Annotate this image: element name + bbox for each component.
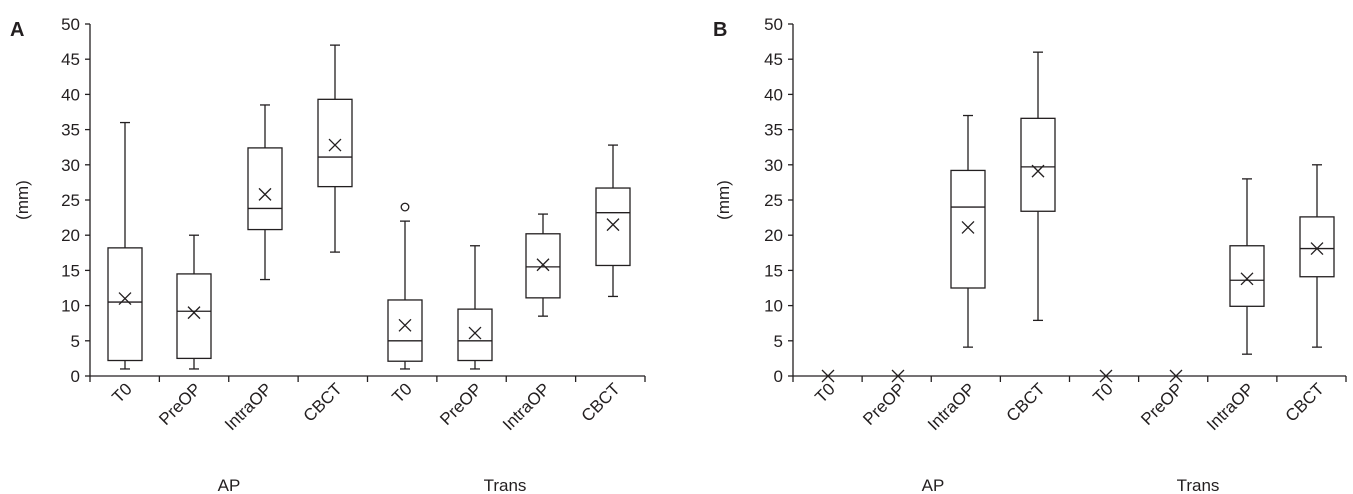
iqr-box [950, 169, 986, 289]
iqr-box [247, 147, 283, 231]
x-category-label: T0 [388, 379, 415, 406]
x-category-label: IntraOP [499, 379, 554, 434]
y-tick-label: 25 [61, 191, 80, 210]
x-category-label: T0 [811, 379, 838, 406]
panel-a: A (mm) 0 5 10 15 20 25 30 35 40 45 50 T0 PreOP IntraOP C… [10, 15, 646, 494]
box-trans-preop [1169, 369, 1183, 383]
mean-marker [1310, 242, 1324, 256]
iqr-box [525, 233, 561, 299]
x-category-label: IntraOP [924, 379, 979, 434]
y-tick-label: 30 [61, 156, 80, 175]
box-trans-cbct [595, 144, 631, 298]
iqr-box [1299, 216, 1335, 278]
y-tick-label: 40 [764, 85, 783, 104]
iqr-box [1229, 245, 1265, 307]
x-category-label: T0 [1089, 379, 1116, 406]
x-group-label: AP [218, 476, 241, 494]
x-category-label: PreOP [436, 379, 486, 429]
panel-b: B (mm) 0 5 10 15 20 25 30 35 40 45 50 T0 PreOP IntraOP C… [713, 15, 1347, 494]
y-tick-label: 45 [61, 50, 80, 69]
x-category-label: T0 [108, 379, 135, 406]
x-category-label: IntraOP [1203, 379, 1258, 434]
box-ap-t0 [821, 369, 835, 383]
y-tick-label: 10 [764, 297, 783, 316]
y-tick-label: 15 [764, 261, 783, 280]
y-axis-label: (mm) [13, 180, 32, 220]
box-ap-cbct [1020, 51, 1056, 322]
x-group-label: AP [922, 476, 945, 494]
x-category-label: CBCT [300, 379, 346, 425]
y-tick-label: 25 [764, 191, 783, 210]
y-tick-label: 5 [71, 332, 80, 351]
mean-marker [118, 292, 132, 306]
box-ap-intraop [247, 104, 283, 281]
mean-marker [1169, 369, 1183, 383]
x-category-label: PreOP [859, 379, 909, 429]
box-trans-preop [457, 245, 493, 370]
box-trans-intraop [1229, 178, 1265, 355]
y-tick-label: 20 [764, 226, 783, 245]
x-category-label: PreOP [155, 379, 205, 429]
y-tick-label: 20 [61, 226, 80, 245]
iqr-box [595, 187, 631, 267]
y-tick-label: 10 [61, 297, 80, 316]
box-trans-cbct [1299, 164, 1335, 348]
box-ap-cbct [317, 44, 353, 253]
outlier-point [400, 202, 410, 212]
box-ap-preop [176, 234, 212, 370]
x-group-label: Trans [484, 476, 527, 494]
x-category-label: IntraOP [221, 379, 276, 434]
y-tick-label: 0 [774, 367, 783, 386]
box-ap-t0 [107, 121, 143, 370]
mean-marker [1031, 164, 1045, 178]
iqr-box [176, 273, 212, 360]
panel-label: A [10, 19, 24, 41]
iqr-box [317, 98, 353, 188]
mean-marker [606, 218, 620, 232]
iqr-box [387, 299, 423, 362]
box-trans-t0 [1099, 369, 1113, 383]
x-category-label: CBCT [1003, 379, 1049, 425]
x-category-label: CBCT [1282, 379, 1328, 425]
y-tick-label: 0 [71, 367, 80, 386]
y-tick-label: 50 [764, 15, 783, 34]
y-tick-label: 35 [764, 121, 783, 140]
mean-marker [398, 318, 412, 332]
box-trans-t0 [387, 202, 423, 370]
iqr-box [1020, 117, 1056, 212]
mean-marker [1099, 369, 1113, 383]
y-tick-label: 15 [61, 261, 80, 280]
mean-marker [187, 306, 201, 320]
y-tick-label: 35 [61, 121, 80, 140]
x-group-label: Trans [1177, 476, 1220, 494]
y-tick-label: 5 [774, 332, 783, 351]
x-category-label: PreOP [1137, 379, 1187, 429]
mean-marker [891, 369, 905, 383]
mean-marker [328, 138, 342, 152]
iqr-box [457, 308, 493, 362]
mean-marker [258, 187, 272, 201]
mean-marker [1240, 272, 1254, 286]
y-axis-label: (mm) [714, 180, 733, 220]
y-tick-label: 50 [61, 15, 80, 34]
iqr-box [107, 247, 143, 362]
panel-label: B [713, 19, 727, 41]
box-ap-preop [891, 369, 905, 383]
box-trans-intraop [525, 213, 561, 317]
y-tick-label: 45 [764, 50, 783, 69]
mean-marker [468, 326, 482, 340]
y-tick-label: 40 [61, 85, 80, 104]
y-tick-label: 30 [764, 156, 783, 175]
box-ap-intraop [950, 114, 986, 348]
mean-marker [536, 258, 550, 272]
mean-marker [961, 220, 975, 234]
mean-marker [821, 369, 835, 383]
x-category-label: CBCT [578, 379, 624, 425]
